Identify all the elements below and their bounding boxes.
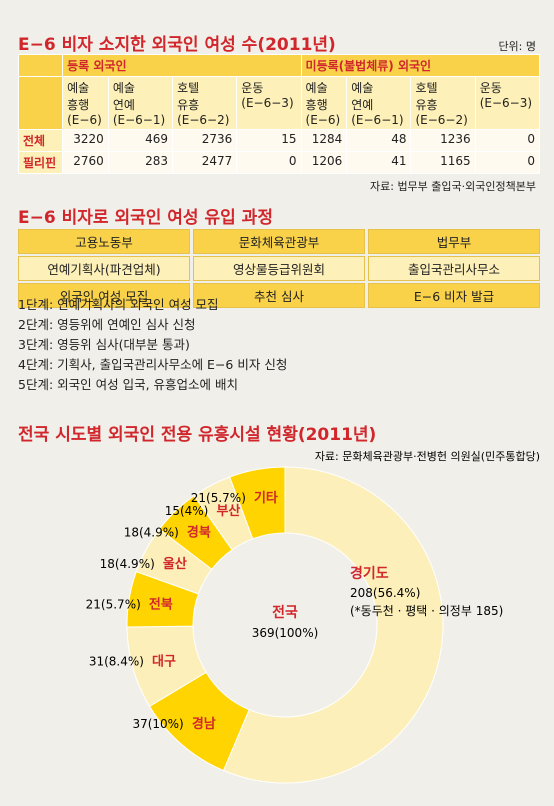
slice-value: 37(10%) xyxy=(132,717,183,731)
column-header: 운동 (E−6−3) xyxy=(474,76,541,130)
data-row: 전체 3220 469 2736 15 1284 48 1236 0 xyxy=(17,129,541,152)
column-header: 예술 연예 (E−6−1) xyxy=(107,76,174,130)
title: E−6 비자 소지한 외국인 여성 수(2011년) xyxy=(18,35,336,55)
process-box: 출입국관리사무소 xyxy=(368,256,540,281)
step: 2단계: 영등위에 연예인 심사 신청 xyxy=(18,317,196,332)
data-row: 필리핀 2760 283 2477 0 1206 41 1165 0 xyxy=(17,151,541,174)
chart-title: 전국 시도별 외국인 전용 유흥시설 현황(2011년) xyxy=(18,424,376,445)
slice-name: 기타 xyxy=(254,490,278,506)
note: (*동두천 · 평택 · 의정부 185) xyxy=(350,603,503,618)
step: 4단계: 기획사, 출입국관리사무소에 E−6 비자 신청 xyxy=(18,357,288,372)
cell: 0 xyxy=(474,151,541,174)
process-box: 추천 심사 xyxy=(193,283,365,308)
donut-slice xyxy=(229,466,286,540)
unit: 단위: 명 xyxy=(498,40,536,53)
header-row: 예술 흥행 (E−6) 예술 연예 (E−6−1) 호텔 유흥 (E−6−2) 운동 … xyxy=(17,76,541,130)
process-box: 법무부 xyxy=(368,229,540,254)
process-box: 문화체육관광부 xyxy=(193,229,365,254)
step: 3단계: 영등위 심사(대부분 통과) xyxy=(18,337,190,352)
process-box: 외국인 여성 모집 xyxy=(18,283,190,308)
data-table: 등록 외국인 미등록(불법체류) 외국인 예술 흥행 (E−6) 예술 연예 (E−6… xyxy=(17,54,541,174)
cell: 1236 xyxy=(410,129,476,152)
header-row: 등록 외국인 미등록(불법체류) 외국인 xyxy=(17,54,541,77)
cell: 0 xyxy=(236,151,302,174)
title: E−6 비자로 외국인 여성 유입 과정 xyxy=(18,208,273,228)
slice-name: 울산 xyxy=(163,556,187,572)
process-box: 고용노동부 xyxy=(18,229,190,254)
process-box: 연예기획사(파견업체) xyxy=(18,256,190,281)
cell: 0 xyxy=(474,129,541,152)
slice-name: 경북 xyxy=(187,524,211,540)
center-label: 전국 xyxy=(272,604,298,621)
column-header: 예술 흥행 (E−6) xyxy=(62,76,109,130)
column-header: 운동 (E−6−3) xyxy=(236,76,302,130)
slice-value: 18(4.9%) xyxy=(124,525,179,539)
slice-value: 21(5.7%) xyxy=(191,491,246,505)
group-header: 미등록(불법체류) 외국인 xyxy=(300,54,541,77)
column-header: 예술 흥행 (E−6) xyxy=(300,76,348,130)
center-value: 369(100%) xyxy=(252,626,319,640)
cell: 48 xyxy=(346,129,412,152)
slice-name: 경기도 xyxy=(350,565,389,582)
slice-name: 부산 xyxy=(216,503,240,519)
slice-value: 15(4%) xyxy=(165,504,209,518)
slice-value: 18(4.9%) xyxy=(100,557,155,571)
cell: 3220 xyxy=(62,129,109,152)
slice-name: 전북 xyxy=(149,597,173,613)
slice-name: 경남 xyxy=(192,716,216,732)
cell: 283 xyxy=(107,151,174,174)
step: 5단계: 외국인 여성 입국, 유흥업소에 배치 xyxy=(18,377,239,392)
step: 1단계: 연예기획사의 외국인 여성 모집 xyxy=(18,297,219,312)
steps: 1단계: 연예기획사의 외국인 여성 모집 2단계: 영등위에 연예인 심사 신청… xyxy=(18,295,287,395)
group-header: 등록 외국인 xyxy=(62,54,302,77)
cell: 41 xyxy=(346,151,412,174)
column-header: 호텔 유흥 (E−6−2) xyxy=(172,76,238,130)
slice-value: 31(8.4%) xyxy=(89,655,144,669)
source: 자료: 법무부 출입국·외국인정책본부 xyxy=(370,180,536,193)
source: 자료: 문화체육관광부·전병헌 의원실(민주통합당) xyxy=(315,450,540,463)
cell: 1284 xyxy=(300,129,348,152)
corner xyxy=(17,54,64,77)
column-header: 호텔 유흥 (E−6−2) xyxy=(410,76,476,130)
process-box: E−6 비자 발급 xyxy=(368,283,540,308)
slice-value: 21(5.7%) xyxy=(86,598,141,612)
corner xyxy=(17,76,64,130)
row-label: 필리핀 xyxy=(17,151,64,174)
cell: 2477 xyxy=(172,151,238,174)
process-box: 영상물등급위원회 xyxy=(193,256,365,281)
slice-name: 대구 xyxy=(152,655,176,670)
cell: 1165 xyxy=(410,151,476,174)
donut-slice xyxy=(222,466,444,784)
slice-value: 208(56.4%) xyxy=(350,586,420,600)
